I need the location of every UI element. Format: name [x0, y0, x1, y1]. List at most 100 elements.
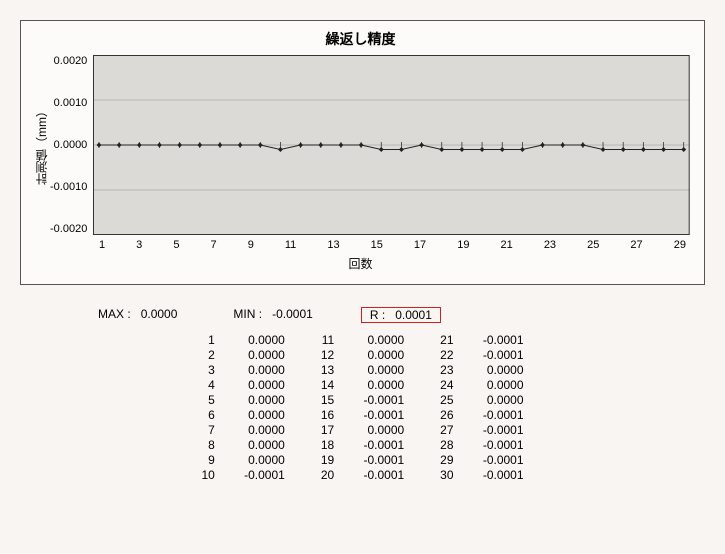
data-index: 19 [321, 453, 334, 467]
stat-value: -0.0001 [272, 307, 313, 321]
data-index: 27 [440, 423, 453, 437]
data-value: 0.0000 [352, 333, 404, 347]
data-index: 6 [201, 408, 214, 422]
data-index: 12 [321, 348, 334, 362]
data-index: 22 [440, 348, 453, 362]
x-axis-label: 回数 [31, 255, 690, 272]
data-index: 28 [440, 438, 453, 452]
x-tick: 7 [211, 239, 217, 251]
x-tick: 21 [501, 239, 513, 251]
x-tick: 9 [248, 239, 254, 251]
data-index: 17 [321, 423, 334, 437]
data-index: 8 [201, 438, 214, 452]
data-table: 1 0.0000 2 0.0000 3 0.0000 4 0.0000 5 0.0000 6 0.00… [20, 333, 705, 482]
x-tick: 23 [544, 239, 556, 251]
x-tick: 3 [136, 239, 142, 251]
stat-value: 0.0000 [141, 307, 178, 321]
data-value: 0.0000 [233, 453, 285, 467]
data-column: 21 -0.0001 22 -0.0001 23 0.0000 24 0.0000 25 0.00… [440, 333, 523, 482]
chart-frame: 繰返し精度 計測値（mm） 0.0020 0.0010 0.0000 -0.0010 -… [20, 20, 705, 285]
data-index: 21 [440, 333, 453, 347]
data-value: -0.0001 [352, 468, 404, 482]
data-index: 13 [321, 363, 334, 377]
x-axis-labels: 1357911131517192123252729 [95, 239, 690, 251]
data-index: 24 [440, 378, 453, 392]
data-value: -0.0001 [352, 438, 404, 452]
data-index: 11 [321, 333, 334, 347]
stats-row: MAX : 0.0000 MIN : -0.0001 R : 0.0001 [20, 307, 705, 323]
chart-title: 繰返し精度 [31, 29, 690, 49]
x-tick: 29 [674, 239, 686, 251]
x-tick: 15 [371, 239, 383, 251]
data-value: -0.0001 [352, 393, 404, 407]
data-index: 14 [321, 378, 334, 392]
data-value: -0.0001 [233, 468, 285, 482]
stat-label: R : [370, 308, 385, 322]
data-column: 1 0.0000 2 0.0000 3 0.0000 4 0.0000 5 0.0000 6 0.00… [201, 333, 284, 482]
x-tick: 25 [587, 239, 599, 251]
data-value: 0.0000 [233, 408, 285, 422]
y-axis: 0.0020 0.0010 0.0000 -0.0010 -0.0020 [50, 55, 93, 235]
data-column: 11 0.0000 12 0.0000 13 0.0000 14 0.0000 15 -0.000… [321, 333, 404, 482]
data-value: 0.0000 [352, 378, 404, 392]
data-index: 18 [321, 438, 334, 452]
data-value: 0.0000 [352, 363, 404, 377]
y-tick: -0.0020 [50, 223, 87, 235]
y-axis-label: 計測値（mm） [31, 105, 50, 185]
data-value: 0.0000 [352, 348, 404, 362]
stat-value: 0.0001 [395, 308, 432, 322]
data-value: -0.0001 [472, 333, 524, 347]
data-value: -0.0001 [472, 438, 524, 452]
data-value: 0.0000 [472, 363, 524, 377]
data-index: 29 [440, 453, 453, 467]
stat-label: MIN : [233, 307, 262, 321]
data-index: 10 [201, 468, 214, 482]
data-value: 0.0000 [233, 348, 285, 362]
x-tick: 1 [99, 239, 105, 251]
data-index: 2 [201, 348, 214, 362]
data-index: 25 [440, 393, 453, 407]
data-index: 23 [440, 363, 453, 377]
x-tick: 13 [327, 239, 339, 251]
data-value: 0.0000 [233, 393, 285, 407]
data-value: -0.0001 [472, 468, 524, 482]
data-index: 5 [201, 393, 214, 407]
data-value: -0.0001 [352, 408, 404, 422]
data-index: 30 [440, 468, 453, 482]
data-value: 0.0000 [472, 393, 524, 407]
data-index: 4 [201, 378, 214, 392]
x-tick: 17 [414, 239, 426, 251]
data-index: 7 [201, 423, 214, 437]
stat-min: MIN : -0.0001 [225, 307, 320, 323]
x-axis: 1357911131517192123252729 [31, 235, 690, 251]
y-tick: -0.0010 [50, 181, 87, 193]
data-value: 0.0000 [233, 333, 285, 347]
data-index: 1 [201, 333, 214, 347]
data-value: -0.0001 [352, 453, 404, 467]
x-tick: 19 [457, 239, 469, 251]
data-value: 0.0000 [233, 423, 285, 437]
data-value: 0.0000 [472, 378, 524, 392]
data-value: 0.0000 [233, 438, 285, 452]
data-index: 26 [440, 408, 453, 422]
data-value: -0.0001 [472, 453, 524, 467]
y-tick: 0.0010 [50, 97, 87, 109]
data-value: 0.0000 [352, 423, 404, 437]
data-index: 16 [321, 408, 334, 422]
data-value: -0.0001 [472, 408, 524, 422]
y-tick: 0.0000 [50, 139, 87, 151]
data-value: 0.0000 [233, 378, 285, 392]
data-value: 0.0000 [233, 363, 285, 377]
data-index: 20 [321, 468, 334, 482]
stat-max: MAX : 0.0000 [90, 307, 185, 323]
y-tick: 0.0020 [50, 55, 87, 67]
stat-label: MAX : [98, 307, 131, 321]
data-index: 15 [321, 393, 334, 407]
data-value: -0.0001 [472, 348, 524, 362]
x-tick: 5 [173, 239, 179, 251]
data-value: -0.0001 [472, 423, 524, 437]
data-index: 3 [201, 363, 214, 377]
plot-area [93, 55, 690, 235]
x-tick: 11 [285, 239, 296, 251]
data-index: 9 [201, 453, 214, 467]
